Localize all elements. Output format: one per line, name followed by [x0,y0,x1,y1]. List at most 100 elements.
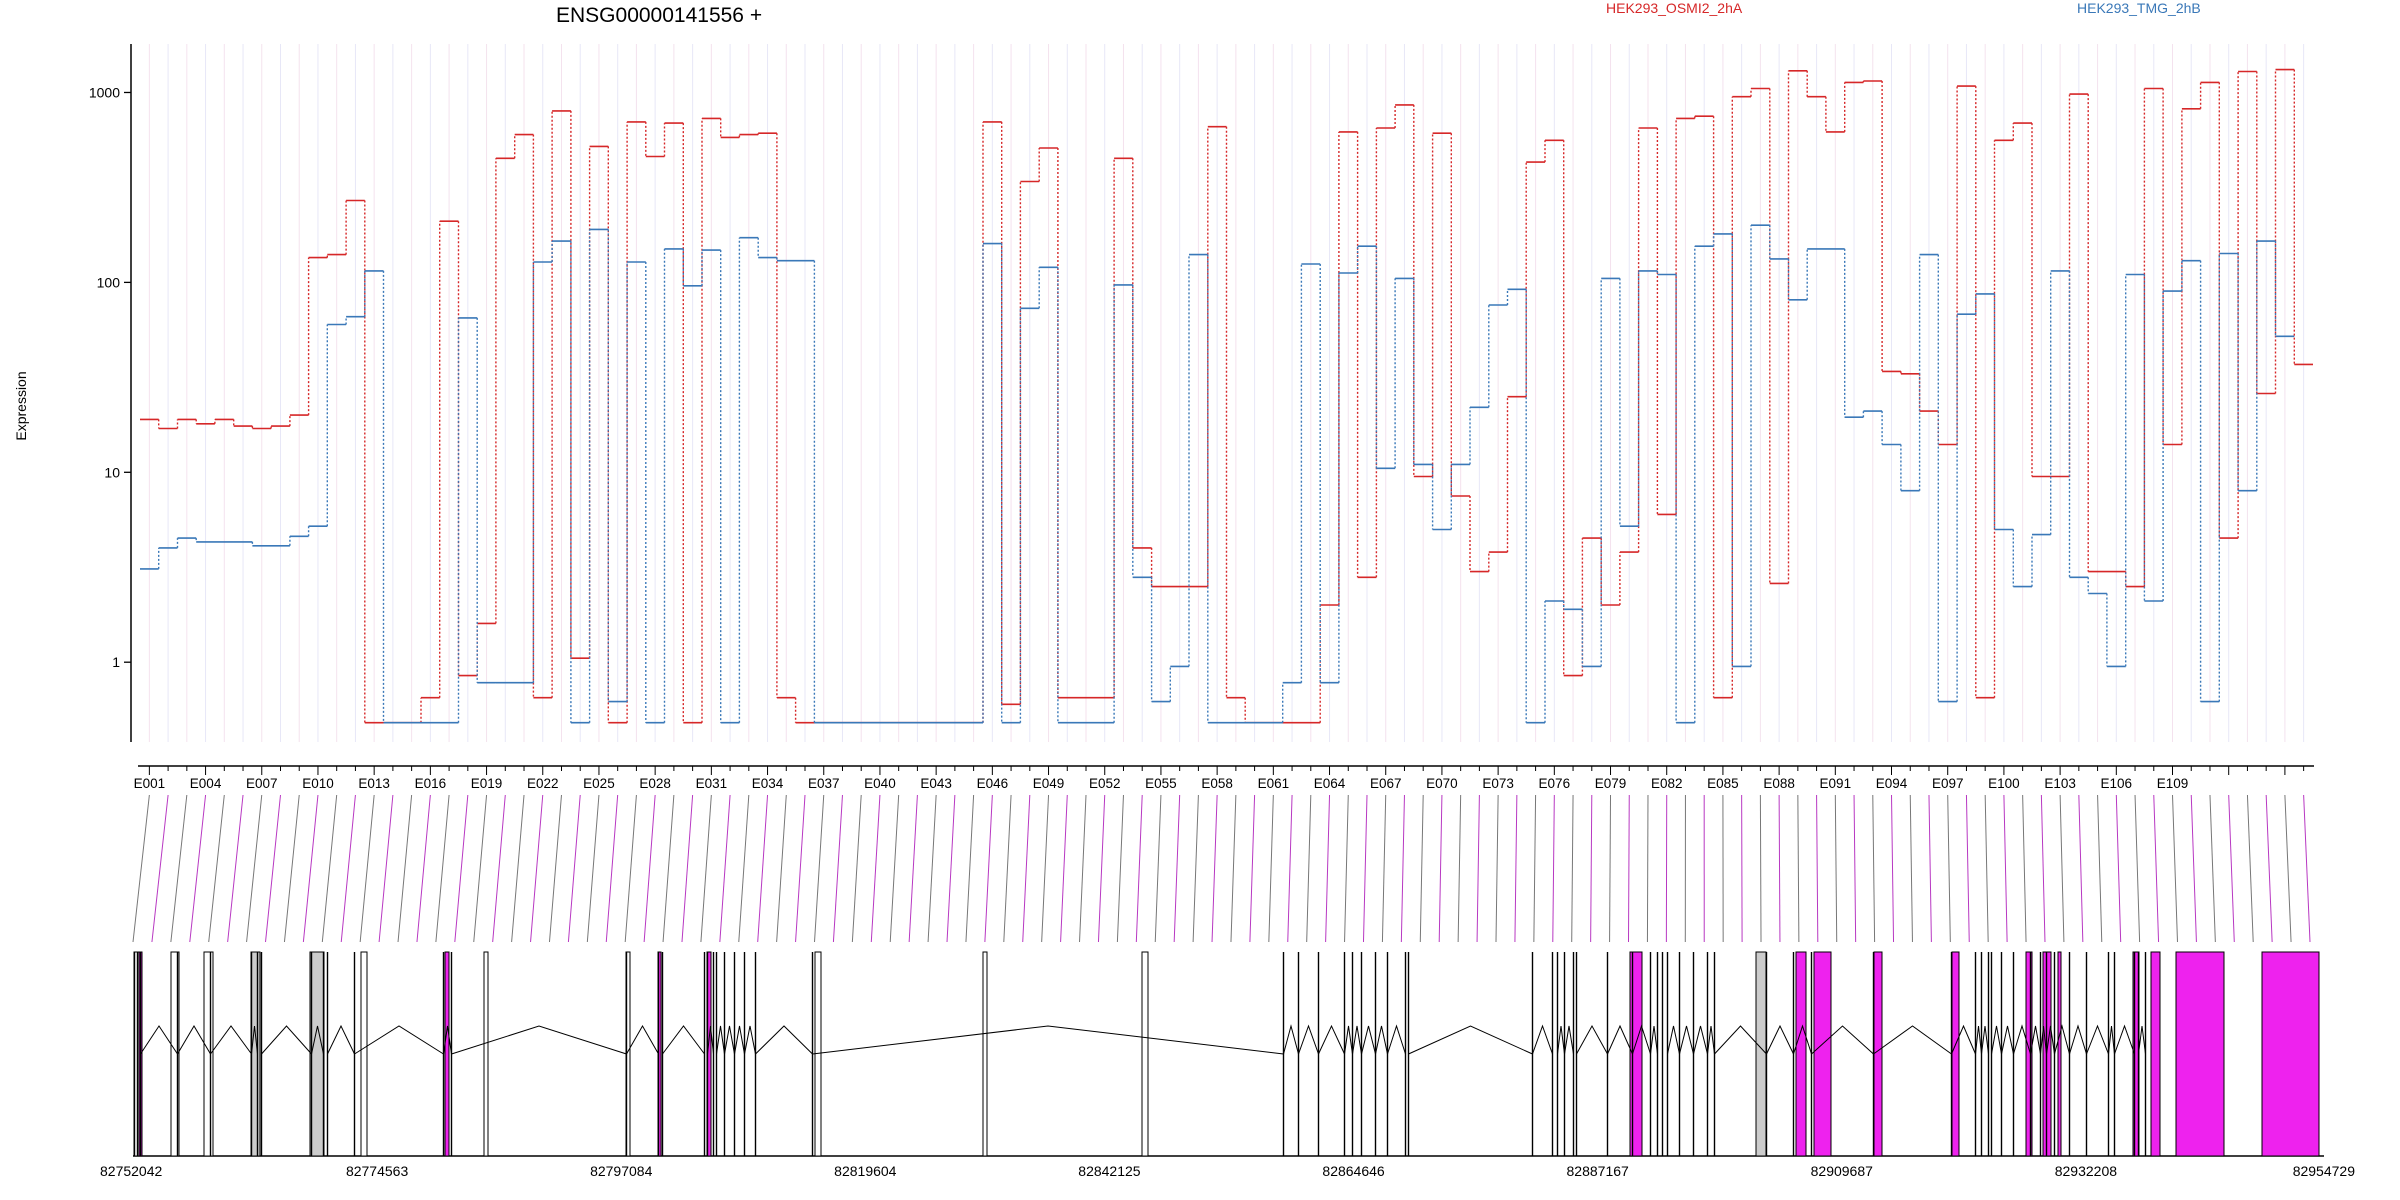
chart-title: ENSG00000141556 + [556,4,762,27]
exon-connector [1609,794,1612,943]
exon-connector [1495,794,1499,943]
exon-connector [1438,794,1443,943]
x-tick-label: E097 [1932,776,1964,791]
exon-connector [1135,794,1143,943]
exon-connector [1079,794,1087,943]
exon-connector [1287,794,1293,943]
exon-connector [340,794,356,943]
exon-connector [132,794,150,943]
x-tick-label: E106 [2101,776,2133,791]
exon-connector [1909,794,1913,943]
exon-connector [1211,794,1218,943]
exon-connector [283,794,300,943]
intron [2108,1025,2115,1055]
exon-connector [302,794,319,943]
intron [1375,1025,1388,1055]
exon-connector [1834,794,1838,943]
exon-connector [1249,794,1256,943]
exon-connector [1759,794,1762,943]
exon-connector [397,794,413,943]
exon-connector [1306,794,1312,943]
x-tick-label: E028 [639,776,671,791]
exon-connector [946,794,956,943]
exon-connector [435,794,450,943]
intron [1679,1025,1694,1055]
intron [1387,1024,1406,1055]
x-tick-label: E013 [358,776,390,791]
exon-connector [1003,794,1012,943]
intron [1714,1025,1767,1055]
exon-connector [378,794,394,943]
exon-connector [700,794,712,943]
intron [734,1025,745,1055]
exon-connector [321,794,338,943]
x-tick-label: E040 [864,776,896,791]
intron [1298,1024,1319,1055]
exon-connector [1041,794,1050,943]
exon-connector [889,794,900,943]
intron [1352,1025,1362,1055]
legend-series-tmg: HEK293_TMG_2hB [2077,0,2201,16]
x-tick-label: E067 [1370,776,1402,791]
x-tick-label: E058 [1201,776,1233,791]
x-tick-label: E109 [2157,776,2189,791]
intron [140,1025,178,1055]
exon-connector [1022,794,1031,943]
x-axis-ticks: E001 E004 E007 E010 E013 E016 E019 E022 E025 E028… [134,766,2305,791]
exon-connector [170,794,188,943]
exon-connector [265,794,281,943]
exon-connector [2134,794,2141,943]
exon-connector [1984,794,1989,943]
legend-series-osmi2: HEK293_OSMI2_2hA [1606,0,1743,16]
x-tick-label: E064 [1314,776,1346,791]
exon-connector [605,794,619,943]
intron [1344,1025,1353,1055]
x-tick-label: E010 [302,776,334,791]
exon-connector [1590,794,1593,943]
exon-connector [1362,794,1368,943]
exon-connector [832,794,843,943]
exon-block [170,951,180,1157]
intron [1766,1024,1794,1055]
intron [2069,1024,2087,1055]
exon-connector [2003,794,2008,943]
exon-block-highlight [1951,951,1960,1157]
exon-connector [1097,794,1106,943]
exon-connector [1116,794,1124,943]
intron [1607,1024,1633,1055]
intron [1557,1025,1565,1055]
exon-connector [2284,794,2292,943]
x-tick-label: E019 [471,776,503,791]
exon-connector [567,794,581,943]
exon-connector [1514,794,1518,943]
exon-connector [813,794,825,943]
exon-connector [2172,794,2178,943]
intron [1283,1024,1299,1055]
exon-connectors [132,794,2311,943]
exon-block-highlight [2025,951,2033,1157]
x-tick-label: E025 [583,776,615,791]
exon-block-highlight [1795,951,1807,1157]
intron [177,1025,211,1055]
intron [1991,1025,2002,1055]
exon-connector [1853,794,1857,943]
x-tick-label: E049 [1033,776,1065,791]
exon-block-highlight [1873,951,1883,1157]
x-tick-label: E082 [1651,776,1683,791]
intron [1873,1025,1952,1055]
intron [626,1024,659,1055]
x-tick-label: E088 [1763,776,1795,791]
intron [2054,1024,2070,1055]
exon-block-shaded [250,951,261,1157]
intron [1361,1025,1376,1055]
exon-block [982,951,988,1157]
coordinate-label: 82842125 [1078,1163,1141,1179]
intron [1811,1025,1874,1055]
exon-connector [1268,794,1274,943]
exon-connector [2153,794,2160,943]
exon-connector [1230,794,1237,943]
exon-connector [530,794,544,943]
series-tmg [140,224,2295,724]
exon-connector [2265,794,2273,943]
exon-block [1141,951,1149,1157]
